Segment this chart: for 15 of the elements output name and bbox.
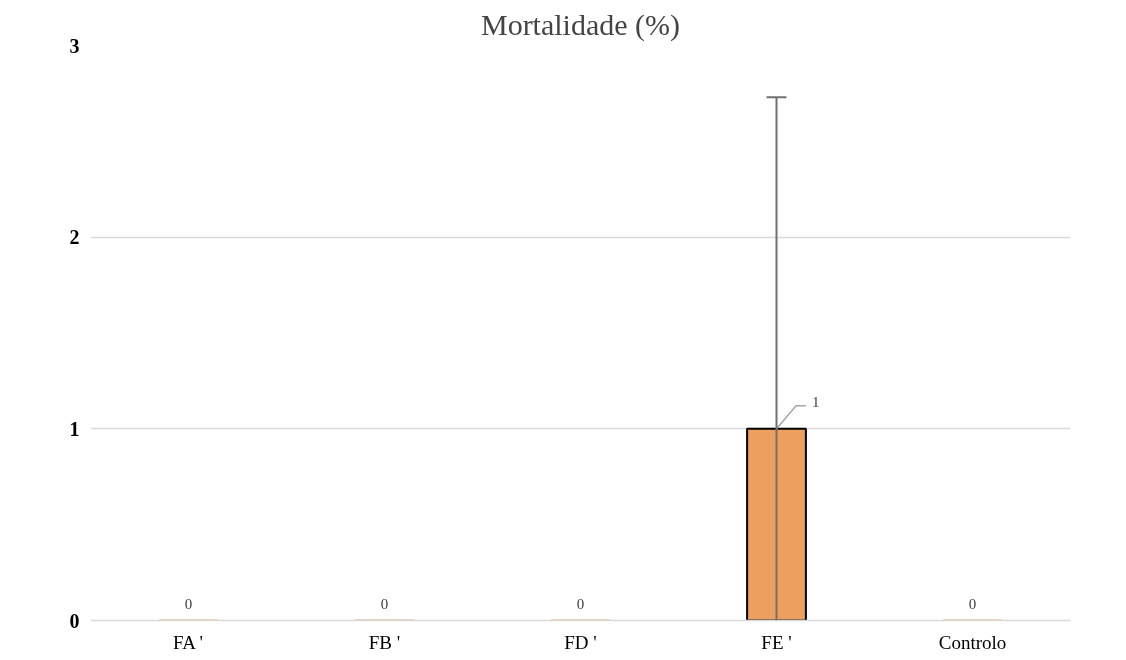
data-label: 0 [380, 595, 389, 612]
y-tick-label: 1 [69, 417, 80, 440]
data-label: 0 [576, 595, 585, 612]
x-tick-label: FB ' [368, 631, 401, 653]
chart-title: Mortalidade (%) [480, 7, 681, 42]
y-tick-label: 3 [69, 34, 80, 57]
data-label: 1 [811, 394, 820, 411]
data-label: 0 [968, 595, 977, 612]
data-label: 0 [184, 595, 193, 612]
x-tick-label: FA ' [172, 631, 203, 653]
y-tick-label: 0 [69, 609, 80, 632]
x-tick-label: FD ' [564, 631, 597, 653]
x-tick-label: FE ' [761, 631, 792, 653]
y-tick-label: 2 [69, 226, 80, 249]
x-tick-label: Controlo [938, 631, 1007, 653]
